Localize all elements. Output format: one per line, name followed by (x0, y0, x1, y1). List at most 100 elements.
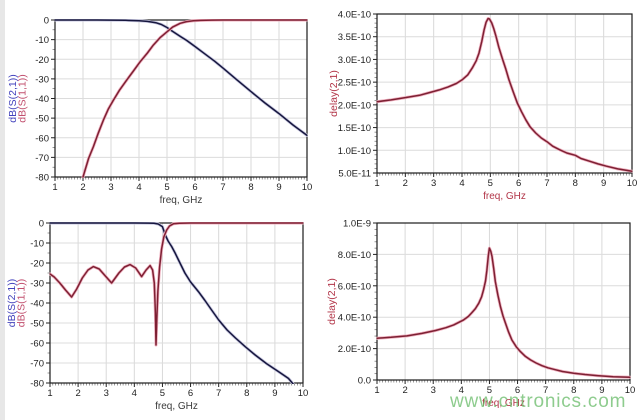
y-tick-label: 3.5E-10 (338, 32, 371, 43)
y-tick-label: -20 (35, 55, 49, 66)
chart-canvas-group-delay-elliptic-lowpass: 1 2 3 4 5 6 7 8 9 10 1.0E-9 8.0E-10 6.0E-10 4.0E-10 2.… (326, 219, 636, 410)
series-halo-delay-2-1 (376, 246, 631, 379)
chart-s-parameters-top-left: 1 2 3 4 5 6 7 8 9 10 0 -10 -20 -30 -40 -50 -60 -70 -80 freq… (0, 0, 320, 210)
y-tick-label: 2.5E-10 (338, 78, 371, 89)
y-axis-label: delay(2,1) (326, 278, 338, 325)
y-tick-label: 4.0E-10 (338, 10, 371, 21)
x-tick-label: 4 (132, 388, 137, 399)
x-tick-label: 3 (108, 182, 113, 193)
y-tick-label: -70 (35, 153, 49, 164)
y-axis-label: dB(S(2,1)) (6, 279, 18, 327)
x-tick-label: 9 (272, 388, 277, 399)
y-tick-label: 6.0E-10 (338, 281, 371, 292)
y-tick-label: 3.0E-10 (338, 55, 371, 66)
y-tick-label: -80 (30, 379, 44, 390)
x-tick-label: 1 (374, 178, 379, 189)
y-tick-label: 4.0E-10 (338, 313, 371, 324)
x-tick-label: 2 (403, 178, 408, 189)
x-tick-label: 4 (459, 178, 464, 189)
chart-group-delay-bottom-right: 1 2 3 4 5 6 7 8 9 10 1.0E-9 8.0E-10 6.0E-10 4.0E-10 2.… (320, 210, 640, 420)
x-tick-label: 1 (52, 182, 57, 193)
x-tick-label: 7 (544, 178, 549, 189)
x-tick-label: 6 (192, 182, 197, 193)
series-db-s-1-1 (49, 222, 304, 346)
left-edge-strip (0, 0, 5, 420)
y-tick-label: 2.0E-10 (338, 100, 371, 111)
x-tick-label: 2 (75, 388, 80, 399)
y-axis-label: dB(S(2,1)) (7, 74, 19, 122)
x-tick-label: 8 (244, 388, 249, 399)
series-delay-2-1 (376, 247, 631, 379)
x-tick-label: 2 (80, 182, 85, 193)
y-tick-label: 2.0E-10 (338, 344, 371, 355)
y-tick-label: 1.5E-10 (338, 123, 371, 134)
x-tick-label: 10 (298, 388, 309, 399)
y-axis-label: dB(S(1,1)) (16, 279, 28, 327)
y-tick-label: -20 (30, 259, 44, 270)
chart-canvas-s-parameters-smooth-lowpass: 1 2 3 4 5 6 7 8 9 10 0 -10 -20 -30 -40 -50 -60 -70 -80 freq… (7, 16, 313, 207)
x-tick-label: 4 (136, 182, 141, 193)
x-tick-label: 5 (160, 388, 165, 399)
x-tick-label: 10 (302, 182, 313, 193)
y-tick-label: 0.0 (358, 376, 371, 387)
x-tick-label: 7 (216, 388, 221, 399)
y-tick-label: 8.0E-10 (338, 250, 371, 261)
y-tick-label: -60 (30, 339, 44, 350)
series-db-s-1-1 (82, 19, 308, 178)
x-tick-label: 8 (571, 385, 576, 396)
y-tick-label: 0 (44, 16, 49, 27)
x-axis-label: freq, GHz (160, 195, 203, 206)
x-tick-label: 9 (276, 182, 281, 193)
chart-s-parameters-bottom-left: 1 2 3 4 5 6 7 8 9 10 0 -10 -20 -30 -40 -50 -60 -70 -80 freq… (0, 210, 320, 420)
x-tick-label: 6 (515, 385, 520, 396)
y-tick-label: -60 (35, 133, 49, 144)
y-tick-label: -80 (35, 173, 49, 184)
y-tick-label: -10 (35, 35, 49, 46)
series-db-s-2-1 (54, 19, 308, 137)
y-tick-label: -70 (30, 359, 44, 370)
x-tick-label: 1 (374, 385, 379, 396)
x-tick-label: 10 (627, 178, 638, 189)
y-axis-label: dB(S(1,1)) (17, 74, 29, 122)
y-tick-label: 5.0E-11 (338, 169, 371, 180)
x-tick-label: 1 (47, 388, 52, 399)
y-tick-label: -30 (30, 279, 44, 290)
y-axis-label: delay(2,1) (328, 70, 340, 117)
chart-canvas-s-parameters-elliptic-lowpass: 1 2 3 4 5 6 7 8 9 10 0 -10 -20 -30 -40 -50 -60 -70 -80 freq… (6, 219, 309, 413)
plot-frame (376, 222, 631, 381)
y-tick-label: 1.0E-10 (338, 146, 371, 157)
x-tick-label: 8 (573, 178, 578, 189)
x-tick-label: 8 (248, 182, 253, 193)
chart-canvas-group-delay-smooth-lowpass: 1 2 3 4 5 6 7 8 9 10 4.0E-10 3.5E-10 3.0E-10 2.5E-10 2… (328, 10, 638, 203)
y-tick-label: -30 (35, 74, 49, 85)
x-tick-label: 3 (431, 385, 436, 396)
y-tick-label: 1.0E-9 (343, 219, 371, 230)
x-tick-label: 5 (488, 178, 493, 189)
y-tick-label: -40 (35, 94, 49, 105)
x-axis-label: freq, GHz (155, 401, 198, 412)
plot-frame (376, 13, 633, 174)
series-delay-2-1 (376, 17, 633, 172)
x-tick-label: 7 (220, 182, 225, 193)
y-tick-label: -10 (30, 239, 44, 250)
x-tick-label: 10 (625, 385, 636, 396)
x-tick-label: 7 (543, 385, 548, 396)
x-tick-label: 6 (188, 388, 193, 399)
x-tick-label: 4 (459, 385, 464, 396)
x-tick-label: 5 (164, 182, 169, 193)
y-tick-label: -50 (30, 319, 44, 330)
x-tick-label: 2 (402, 385, 407, 396)
x-tick-label: 6 (516, 178, 521, 189)
series-halo-db-s-1-1 (49, 222, 304, 347)
series-db-s-2-1 (49, 222, 294, 384)
y-tick-label: -40 (30, 299, 44, 310)
x-tick-label: 3 (104, 388, 109, 399)
x-tick-label: 9 (599, 385, 604, 396)
x-tick-label: 9 (601, 178, 606, 189)
series-halo-delay-2-1 (376, 17, 633, 173)
chart-group-delay-top-right: 1 2 3 4 5 6 7 8 9 10 4.0E-10 3.5E-10 3.0E-10 2.5E-10 2… (320, 0, 640, 210)
x-axis-label: freq, GHz (483, 191, 526, 202)
x-tick-label: 5 (487, 385, 492, 396)
x-tick-label: 3 (431, 178, 436, 189)
